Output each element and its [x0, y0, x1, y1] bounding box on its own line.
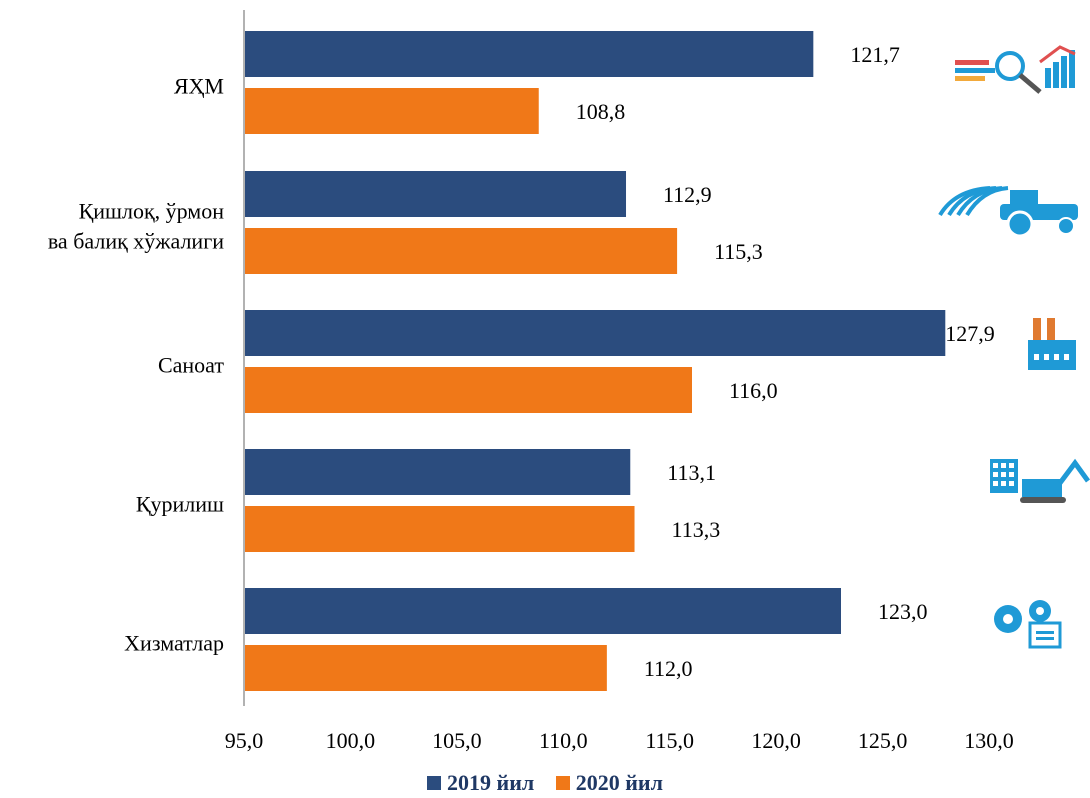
legend-item-2019: 2019 йил — [427, 770, 534, 796]
x-tick-label: 105,0 — [432, 728, 482, 753]
legend: 2019 йил 2020 йил — [0, 770, 1090, 796]
excavator-icon — [990, 458, 1090, 503]
x-tick-label: 95,0 — [225, 728, 264, 753]
x-tick-label: 115,0 — [645, 728, 694, 753]
data-label: 127,9 — [945, 321, 995, 346]
legend-swatch-2019 — [427, 776, 442, 790]
tractor-icon — [938, 186, 1078, 238]
x-tick-label: 100,0 — [326, 728, 376, 753]
category-label: ЯҲМ — [174, 74, 224, 99]
category-label: Хизматлар — [124, 631, 224, 656]
bar-2020 — [245, 506, 635, 552]
data-label: 112,9 — [663, 182, 712, 207]
bar-2019 — [245, 31, 814, 77]
data-label: 121,7 — [850, 42, 900, 67]
bar-2019 — [245, 588, 841, 634]
legend-label-2020: 2020 йил — [575, 770, 663, 795]
factory-icon — [1028, 318, 1076, 370]
bar-2019 — [245, 449, 631, 495]
bar-2020 — [245, 228, 678, 274]
x-tick-label: 125,0 — [858, 728, 908, 753]
legend-item-2020: 2020 йил — [555, 770, 663, 796]
category-label: ва балиқ хўжалиги — [48, 229, 224, 254]
bar-2020 — [245, 645, 607, 691]
data-label: 112,0 — [644, 656, 693, 681]
category-label: Қишлоқ, ўрмон — [79, 199, 225, 224]
x-tick-label: 120,0 — [751, 728, 801, 753]
bar-2020 — [245, 88, 539, 134]
x-tick-label: 130,0 — [964, 728, 1014, 753]
data-label: 116,0 — [729, 378, 778, 403]
data-label: 115,3 — [714, 239, 763, 264]
gear-services-icon — [994, 600, 1062, 649]
bar-2019 — [245, 310, 946, 356]
bar-chart: ЯҲМ 121,7 108,8 Қишлоқ, ўрмон ва балиқ хўжал… — [48, 10, 1090, 753]
category-label: Саноат — [158, 353, 224, 378]
bar-2019 — [245, 171, 627, 217]
legend-swatch-2020 — [555, 776, 570, 790]
category-label: Қурилиш — [136, 492, 224, 517]
gdp-chart-icon — [955, 45, 1076, 94]
data-label: 108,8 — [576, 99, 626, 124]
data-label: 113,1 — [667, 460, 716, 485]
legend-label-2019: 2019 йил — [447, 770, 535, 795]
bar-2020 — [245, 367, 692, 413]
data-label: 113,3 — [672, 517, 721, 542]
x-tick-label: 110,0 — [539, 728, 588, 753]
data-label: 123,0 — [878, 599, 928, 624]
